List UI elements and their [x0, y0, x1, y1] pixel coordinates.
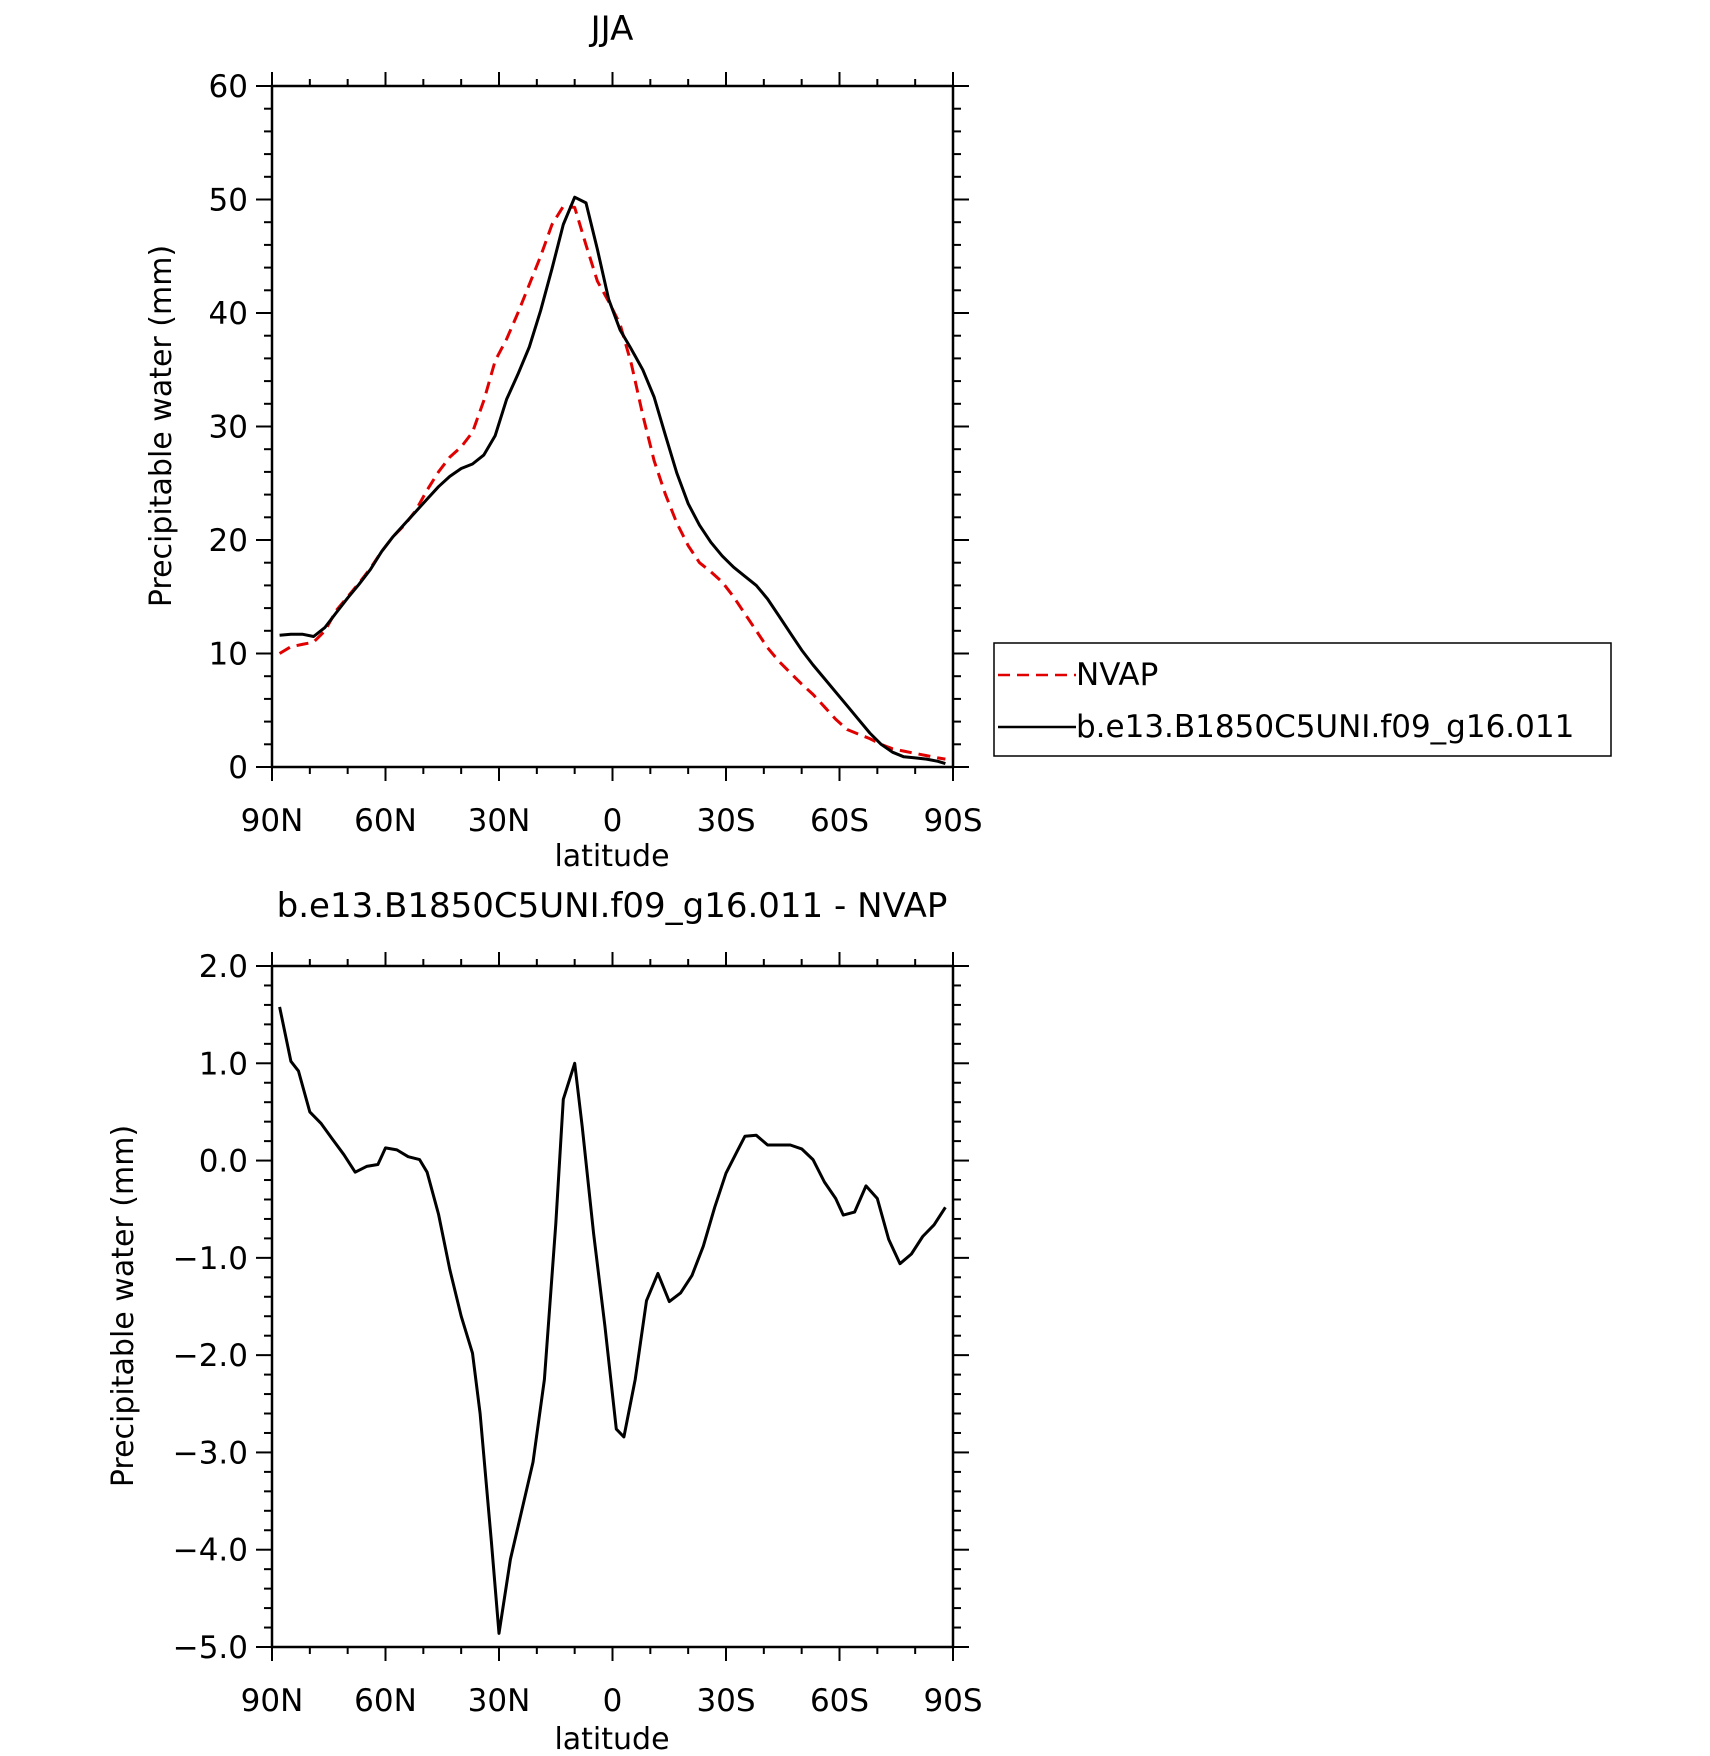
- bottom-y-tick-label: −2.0: [173, 1338, 248, 1374]
- top-x-tick-label: 90N: [241, 803, 304, 839]
- bottom-x-tick-label: 60N: [354, 1683, 417, 1719]
- bottom-x-tick-label: 30S: [696, 1683, 755, 1719]
- top-chart-title: JJA: [589, 9, 634, 49]
- top-x-axis-label: latitude: [554, 839, 669, 874]
- bottom-x-tick-label: 30N: [468, 1683, 531, 1719]
- top-ticks: 90N 60N 30N 0 30S 60S 90S 0 10 20 30 40 50 60: [209, 69, 983, 839]
- bottom-y-tick-label: 2.0: [199, 949, 248, 985]
- top-panel: JJA 90N 60N 30N 0 30S 60S 90S 0 10 20 30 40 50 60 lat…: [144, 9, 1612, 874]
- top-y-tick-label: 0: [228, 750, 248, 786]
- top-x-tick-label: 90S: [923, 803, 982, 839]
- bottom-series-lines: [278, 1006, 947, 1635]
- top-y-tick-label: 20: [209, 523, 248, 559]
- top-y-tick-label: 50: [209, 183, 248, 219]
- bottom-y-tick-label: −3.0: [173, 1435, 248, 1471]
- bottom-series-line-0: [278, 1006, 947, 1635]
- bottom-x-tick-label: 60S: [810, 1683, 869, 1719]
- legend: NVAP b.e13.B1850C5UNI.f09_g16.011: [993, 642, 1612, 757]
- bottom-x-tick-label: 90N: [241, 1683, 304, 1719]
- top-y-tick-label: 60: [209, 69, 248, 105]
- legend-box: [993, 642, 1612, 757]
- bottom-y-tick-label: −4.0: [173, 1533, 248, 1569]
- top-y-tick-label: 30: [209, 410, 248, 446]
- top-y-axis-label: Precipitable water (mm): [144, 245, 179, 607]
- bottom-y-axis-label: Precipitable water (mm): [106, 1125, 141, 1487]
- top-series-line-1: [279, 195, 946, 766]
- top-y-tick-label: 10: [209, 637, 248, 673]
- bottom-ticks: 90N 60N 30N 0 30S 60S 90S 2.0 1.0 0.0 −1.0 −2.0 −3.0…: [173, 949, 983, 1719]
- bottom-chart-title: b.e13.B1850C5UNI.f09_g16.011 - NVAP: [277, 886, 948, 926]
- top-series-lines: [278, 195, 946, 766]
- bottom-y-tick-label: −5.0: [173, 1630, 248, 1666]
- top-x-tick-label: 60S: [810, 803, 869, 839]
- bottom-y-tick-label: −1.0: [173, 1241, 248, 1277]
- legend-label-nvap: NVAP: [1076, 657, 1158, 693]
- bottom-y-tick-label: 1.0: [199, 1046, 248, 1082]
- bottom-y-tick-label: 0.0: [199, 1144, 248, 1180]
- top-x-tick-label: 30N: [468, 803, 531, 839]
- top-x-tick-label: 60N: [354, 803, 417, 839]
- bottom-panel: b.e13.B1850C5UNI.f09_g16.011 - NVAP 90N 6…: [106, 886, 983, 1756]
- top-x-tick-label: 0: [603, 803, 623, 839]
- top-x-tick-label: 30S: [696, 803, 755, 839]
- top-y-tick-label: 40: [209, 296, 248, 332]
- legend-label-model: b.e13.B1850C5UNI.f09_g16.011: [1076, 709, 1574, 745]
- bottom-x-axis-label: latitude: [554, 1722, 669, 1756]
- bottom-x-tick-label: 0: [603, 1683, 623, 1719]
- top-plot-frame: [270, 84, 955, 769]
- bottom-plot-frame: [270, 964, 955, 1649]
- bottom-x-tick-label: 90S: [923, 1683, 982, 1719]
